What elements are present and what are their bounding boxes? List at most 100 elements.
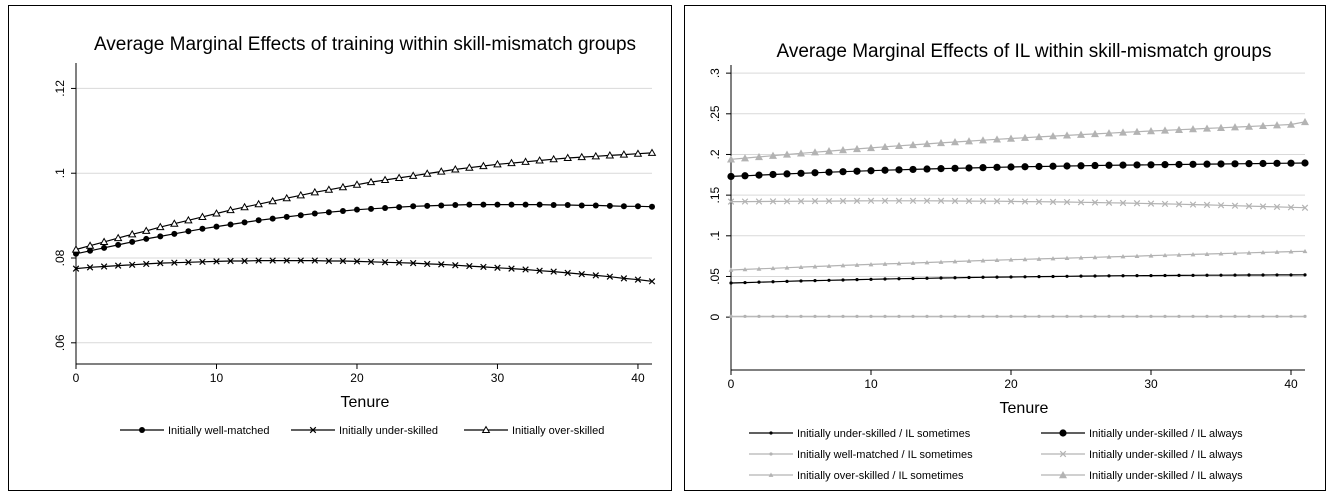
legend-label: Initially under-skilled / IL sometimes (797, 428, 971, 440)
data-point (72, 265, 80, 272)
data-point (755, 198, 763, 205)
series (72, 257, 656, 285)
data-point (939, 314, 943, 318)
data-point (729, 314, 733, 318)
data-point (939, 276, 943, 280)
legend-item: Initially over-skilled / IL sometimes (749, 470, 964, 482)
data-point (895, 166, 903, 174)
data-point (741, 198, 749, 205)
data-point (1093, 274, 1097, 278)
data-point (185, 259, 192, 266)
data-point (508, 265, 515, 272)
data-point (853, 197, 861, 205)
data-point (769, 170, 777, 179)
data-point (1121, 314, 1125, 318)
data-point (881, 197, 889, 205)
data-point (1051, 314, 1055, 318)
data-point (1261, 273, 1265, 277)
data-point (1217, 202, 1225, 209)
data-point (338, 182, 348, 191)
data-point (536, 201, 543, 208)
legend-item: Initially under-skilled / IL sometimes (749, 428, 971, 440)
x-tick-label: 10 (210, 371, 224, 385)
data-point (869, 314, 873, 318)
legend-marker (1059, 471, 1067, 479)
data-point (853, 144, 861, 153)
y-tick-label: .05 (708, 268, 722, 285)
data-point (1273, 203, 1281, 211)
data-point (521, 157, 530, 165)
series (728, 248, 1308, 272)
data-point (1009, 275, 1013, 279)
data-point (1077, 162, 1085, 170)
data-point (297, 257, 305, 264)
legend-item: Initially well-matched / IL sometimes (749, 449, 973, 461)
data-point (979, 136, 987, 144)
legend-label: Initially under-skilled (339, 425, 438, 437)
legend-label: Initially under-skilled / IL always (1089, 470, 1243, 482)
y-tick-label: .15 (708, 186, 722, 203)
data-point (967, 314, 971, 318)
data-point (1245, 122, 1253, 130)
data-point (784, 265, 790, 270)
data-point (1079, 274, 1083, 278)
data-point (1259, 121, 1267, 130)
data-point (951, 197, 959, 205)
legend-item: Initially under-skilled / IL always (1041, 428, 1243, 440)
y-tick-label: .08 (53, 249, 67, 266)
data-point (1273, 159, 1281, 167)
data-point (937, 165, 945, 173)
data-point (783, 198, 791, 205)
data-point (1149, 273, 1153, 278)
series (71, 148, 657, 253)
data-point (99, 237, 109, 245)
data-point (937, 138, 945, 147)
data-point (184, 215, 193, 224)
data-point (839, 145, 847, 154)
data-point (1135, 314, 1139, 318)
data-point (1177, 273, 1181, 278)
data-point (937, 197, 945, 205)
data-point (465, 163, 474, 171)
data-point (770, 265, 776, 271)
data-point (564, 202, 571, 209)
legend-marker (769, 452, 773, 456)
data-point (1161, 126, 1169, 134)
data-point (1219, 314, 1223, 318)
data-point (742, 266, 748, 272)
data-point (619, 150, 629, 158)
series (729, 314, 1307, 318)
left-chart: Average Marginal Effects of training wit… (53, 34, 657, 437)
data-point (1037, 275, 1041, 279)
data-point (157, 259, 164, 267)
data-point (1301, 117, 1309, 126)
data-point (1106, 254, 1112, 259)
data-point (993, 163, 1001, 171)
data-point (297, 212, 304, 219)
data-point (924, 260, 930, 265)
data-point (1077, 199, 1085, 206)
data-point (199, 258, 206, 266)
data-point (606, 202, 613, 209)
data-point (283, 213, 290, 220)
data-point (965, 137, 973, 145)
data-point (479, 161, 488, 170)
data-point (522, 266, 529, 273)
data-point (85, 241, 95, 249)
data-point (353, 206, 360, 213)
data-point (620, 203, 627, 210)
data-point (1161, 161, 1169, 169)
data-point (1203, 201, 1211, 209)
y-tick-label: .1 (53, 168, 67, 178)
data-point (1203, 124, 1211, 132)
data-point (1302, 248, 1308, 254)
data-point (634, 276, 642, 283)
series-line (730, 250, 1306, 271)
data-point (115, 241, 122, 248)
data-point (1105, 161, 1113, 169)
data-point (811, 169, 819, 177)
data-point (827, 314, 831, 318)
data-point (854, 262, 860, 267)
data-point (741, 154, 749, 162)
data-point (867, 167, 875, 175)
